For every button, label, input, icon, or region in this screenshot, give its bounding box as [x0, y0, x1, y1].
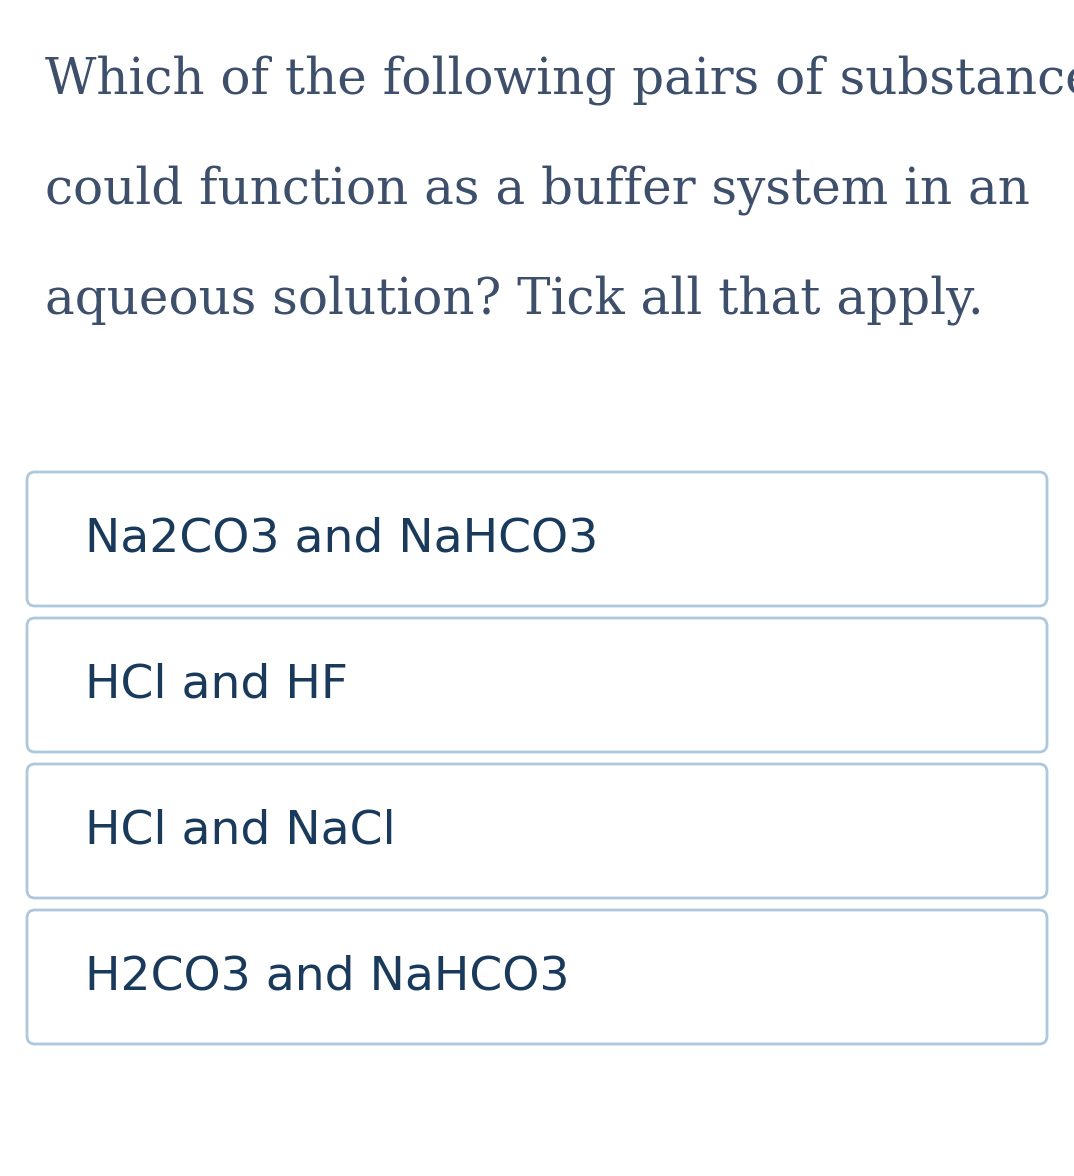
Text: HCl and NaCl: HCl and NaCl: [85, 809, 395, 854]
Text: could function as a buffer system in an: could function as a buffer system in an: [45, 165, 1030, 215]
Text: Which of the following pairs of substances: Which of the following pairs of substanc…: [45, 55, 1074, 105]
FancyBboxPatch shape: [27, 619, 1047, 751]
Text: Na2CO3 and NaHCO3: Na2CO3 and NaHCO3: [85, 516, 598, 561]
FancyBboxPatch shape: [27, 764, 1047, 898]
Text: aqueous solution? Tick all that apply.: aqueous solution? Tick all that apply.: [45, 275, 984, 325]
Text: HCl and HF: HCl and HF: [85, 662, 348, 708]
FancyBboxPatch shape: [27, 472, 1047, 606]
Text: H2CO3 and NaHCO3: H2CO3 and NaHCO3: [85, 955, 569, 1000]
FancyBboxPatch shape: [27, 910, 1047, 1044]
